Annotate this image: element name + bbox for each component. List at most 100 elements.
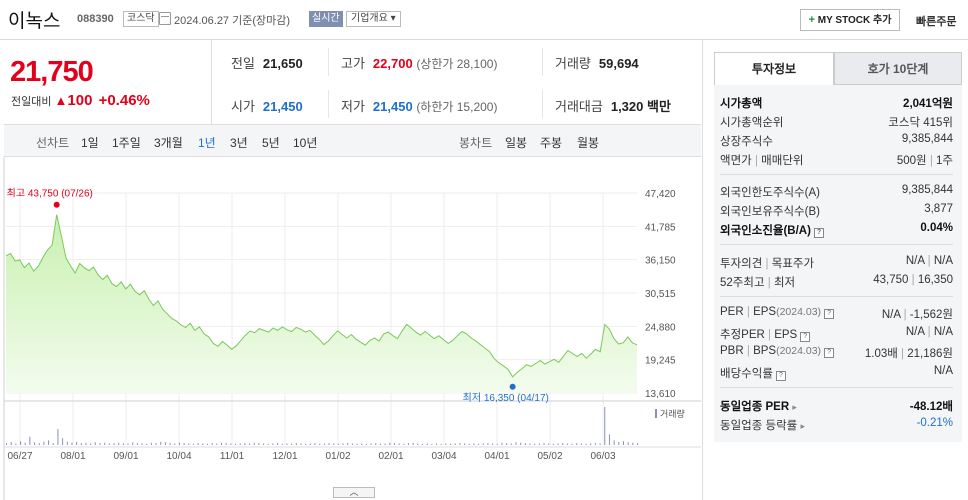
volume-bar <box>459 443 461 445</box>
add-mystock-button[interactable]: + MY STOCK 추가 <box>800 9 900 31</box>
volume-bar <box>613 440 615 445</box>
realtime-badge[interactable]: 실시간 <box>309 11 343 27</box>
stat-label: 저가 <box>341 99 365 114</box>
volume-bar <box>309 443 311 445</box>
x-tick-label: 08/01 <box>60 451 85 462</box>
volume-bar <box>211 443 213 445</box>
period-1d[interactable]: 1일 <box>81 136 99 150</box>
volume-bar <box>155 443 157 445</box>
volume-bar <box>183 443 185 445</box>
volume-bar <box>618 441 620 445</box>
volume-bar <box>604 407 606 445</box>
volume-bar <box>576 443 578 445</box>
y-tick-label: 24,880 <box>645 322 676 333</box>
candle-monthly[interactable]: 월봉 <box>577 136 600 150</box>
volume-bar <box>10 441 12 445</box>
volume-bar <box>38 443 40 445</box>
volume-bar <box>529 443 531 445</box>
stat-label: 전일 <box>231 56 255 71</box>
x-tick-label: 03/04 <box>431 451 456 462</box>
x-tick-label: 01/02 <box>325 451 350 462</box>
stock-name: 이녹스 <box>8 11 61 32</box>
volume-bar <box>627 442 629 445</box>
volume-bar <box>94 442 96 445</box>
volume-bar <box>506 443 508 445</box>
volume-bar <box>174 443 176 445</box>
y-tick-label: 41,785 <box>645 222 676 233</box>
volume-bar <box>501 442 503 445</box>
period-3m[interactable]: 3개월 <box>154 136 183 150</box>
volume-bar <box>632 442 634 445</box>
stat-value: 59,694 <box>598 56 639 71</box>
market-badge: 코스닥 <box>123 11 159 27</box>
volume-bar <box>85 442 87 445</box>
stat-open: 시가 21,450 <box>231 96 303 115</box>
period-3y[interactable]: 3년 <box>230 136 248 150</box>
volume-bar <box>136 443 138 445</box>
volume-bar <box>239 443 241 445</box>
y-tick-label: 47,420 <box>645 189 676 200</box>
price-area <box>6 214 637 393</box>
price-stats: 전일 21,650 고가 22,700 (상한가 28,100) 거래량 59,694… <box>211 40 701 124</box>
volume-bar <box>267 443 269 445</box>
volume-bar <box>272 443 274 445</box>
volume-bar <box>57 429 59 445</box>
row-industry-per[interactable]: 동일업종 PER ▸ -48.12배 <box>720 401 953 413</box>
volume-bar <box>361 443 363 445</box>
x-tick-label: 10/04 <box>166 451 191 462</box>
period-10y[interactable]: 10년 <box>293 136 318 150</box>
help-icon[interactable]: ? <box>775 371 786 381</box>
row-industry-rate[interactable]: 동일업종 등락률 ▸ -0.21% <box>720 417 953 432</box>
candle-weekly[interactable]: 주봉 <box>540 136 563 150</box>
price-chart[interactable]: 47,420 41,785 36,150 30,515 24,880 19,245 13,6… <box>0 157 701 500</box>
volume-bar <box>286 443 288 445</box>
caret-right-icon: ▸ <box>800 421 805 431</box>
volume-bar <box>637 443 638 445</box>
help-icon[interactable]: ? <box>824 348 835 358</box>
volume-bar <box>305 443 307 445</box>
change-percent: +0.46% <box>98 92 150 109</box>
stat-value: 22,700 <box>372 56 413 71</box>
volume-bar <box>356 443 358 445</box>
corp-info-button[interactable]: 기업개요 ▾ <box>346 11 401 27</box>
stock-code: 088390 <box>77 13 114 25</box>
fast-order-button[interactable]: 빠른주문 <box>916 16 957 28</box>
help-icon[interactable]: ? <box>813 228 824 238</box>
stat-high: 고가 22,700 (상한가 28,100) <box>341 53 497 72</box>
row-market-cap: 시가총액 2,041억원 <box>720 98 953 110</box>
stat-label: 거래량 <box>555 56 591 71</box>
tab-invest-info[interactable]: 투자정보 <box>714 52 834 85</box>
volume-bar <box>389 442 391 445</box>
base-date: 2024.06.27 기준(장마감) <box>174 15 291 27</box>
volume-bar <box>580 443 582 445</box>
volume-bar <box>440 443 442 445</box>
period-1y[interactable]: 1년 <box>198 136 216 150</box>
invest-info-panel: 투자정보 호가 10단계 시가총액 2,041억원 시가총액순위 코스닥 415위 … <box>702 40 968 500</box>
volume-bar <box>375 443 377 445</box>
volume-bar <box>370 443 372 445</box>
caret-right-icon: ▸ <box>792 402 797 412</box>
help-icon[interactable]: ? <box>800 332 811 342</box>
x-tick-label: 06/27 <box>7 451 32 462</box>
row-per-eps: PER | EPS(2024.03)? N/A | -1,562원 <box>720 306 953 321</box>
help-icon[interactable]: ? <box>824 309 835 319</box>
x-tick-label: 02/01 <box>378 451 403 462</box>
volume-bar <box>379 443 381 445</box>
volume-bar <box>403 443 405 445</box>
volume-bar <box>277 443 279 445</box>
candle-daily[interactable]: 일봉 <box>505 136 528 150</box>
volume-bar <box>384 443 386 445</box>
volume-bar <box>66 441 68 445</box>
period-1w[interactable]: 1주일 <box>112 136 141 150</box>
stat-label: 거래대금 <box>555 99 603 114</box>
volume-bar <box>20 441 22 445</box>
volume-bar <box>436 443 438 445</box>
tab-orderbook[interactable]: 호가 10단계 <box>834 52 962 85</box>
row-foreign-hold: 외국인보유주식수(B) 3,877 <box>720 203 953 218</box>
collapse-chart-button[interactable]: ︿ <box>333 487 375 498</box>
volume-bar <box>230 443 232 445</box>
volume-bar <box>333 443 335 445</box>
volume-bar <box>548 443 550 445</box>
period-5y[interactable]: 5년 <box>262 136 280 150</box>
volume-bar <box>496 443 498 445</box>
